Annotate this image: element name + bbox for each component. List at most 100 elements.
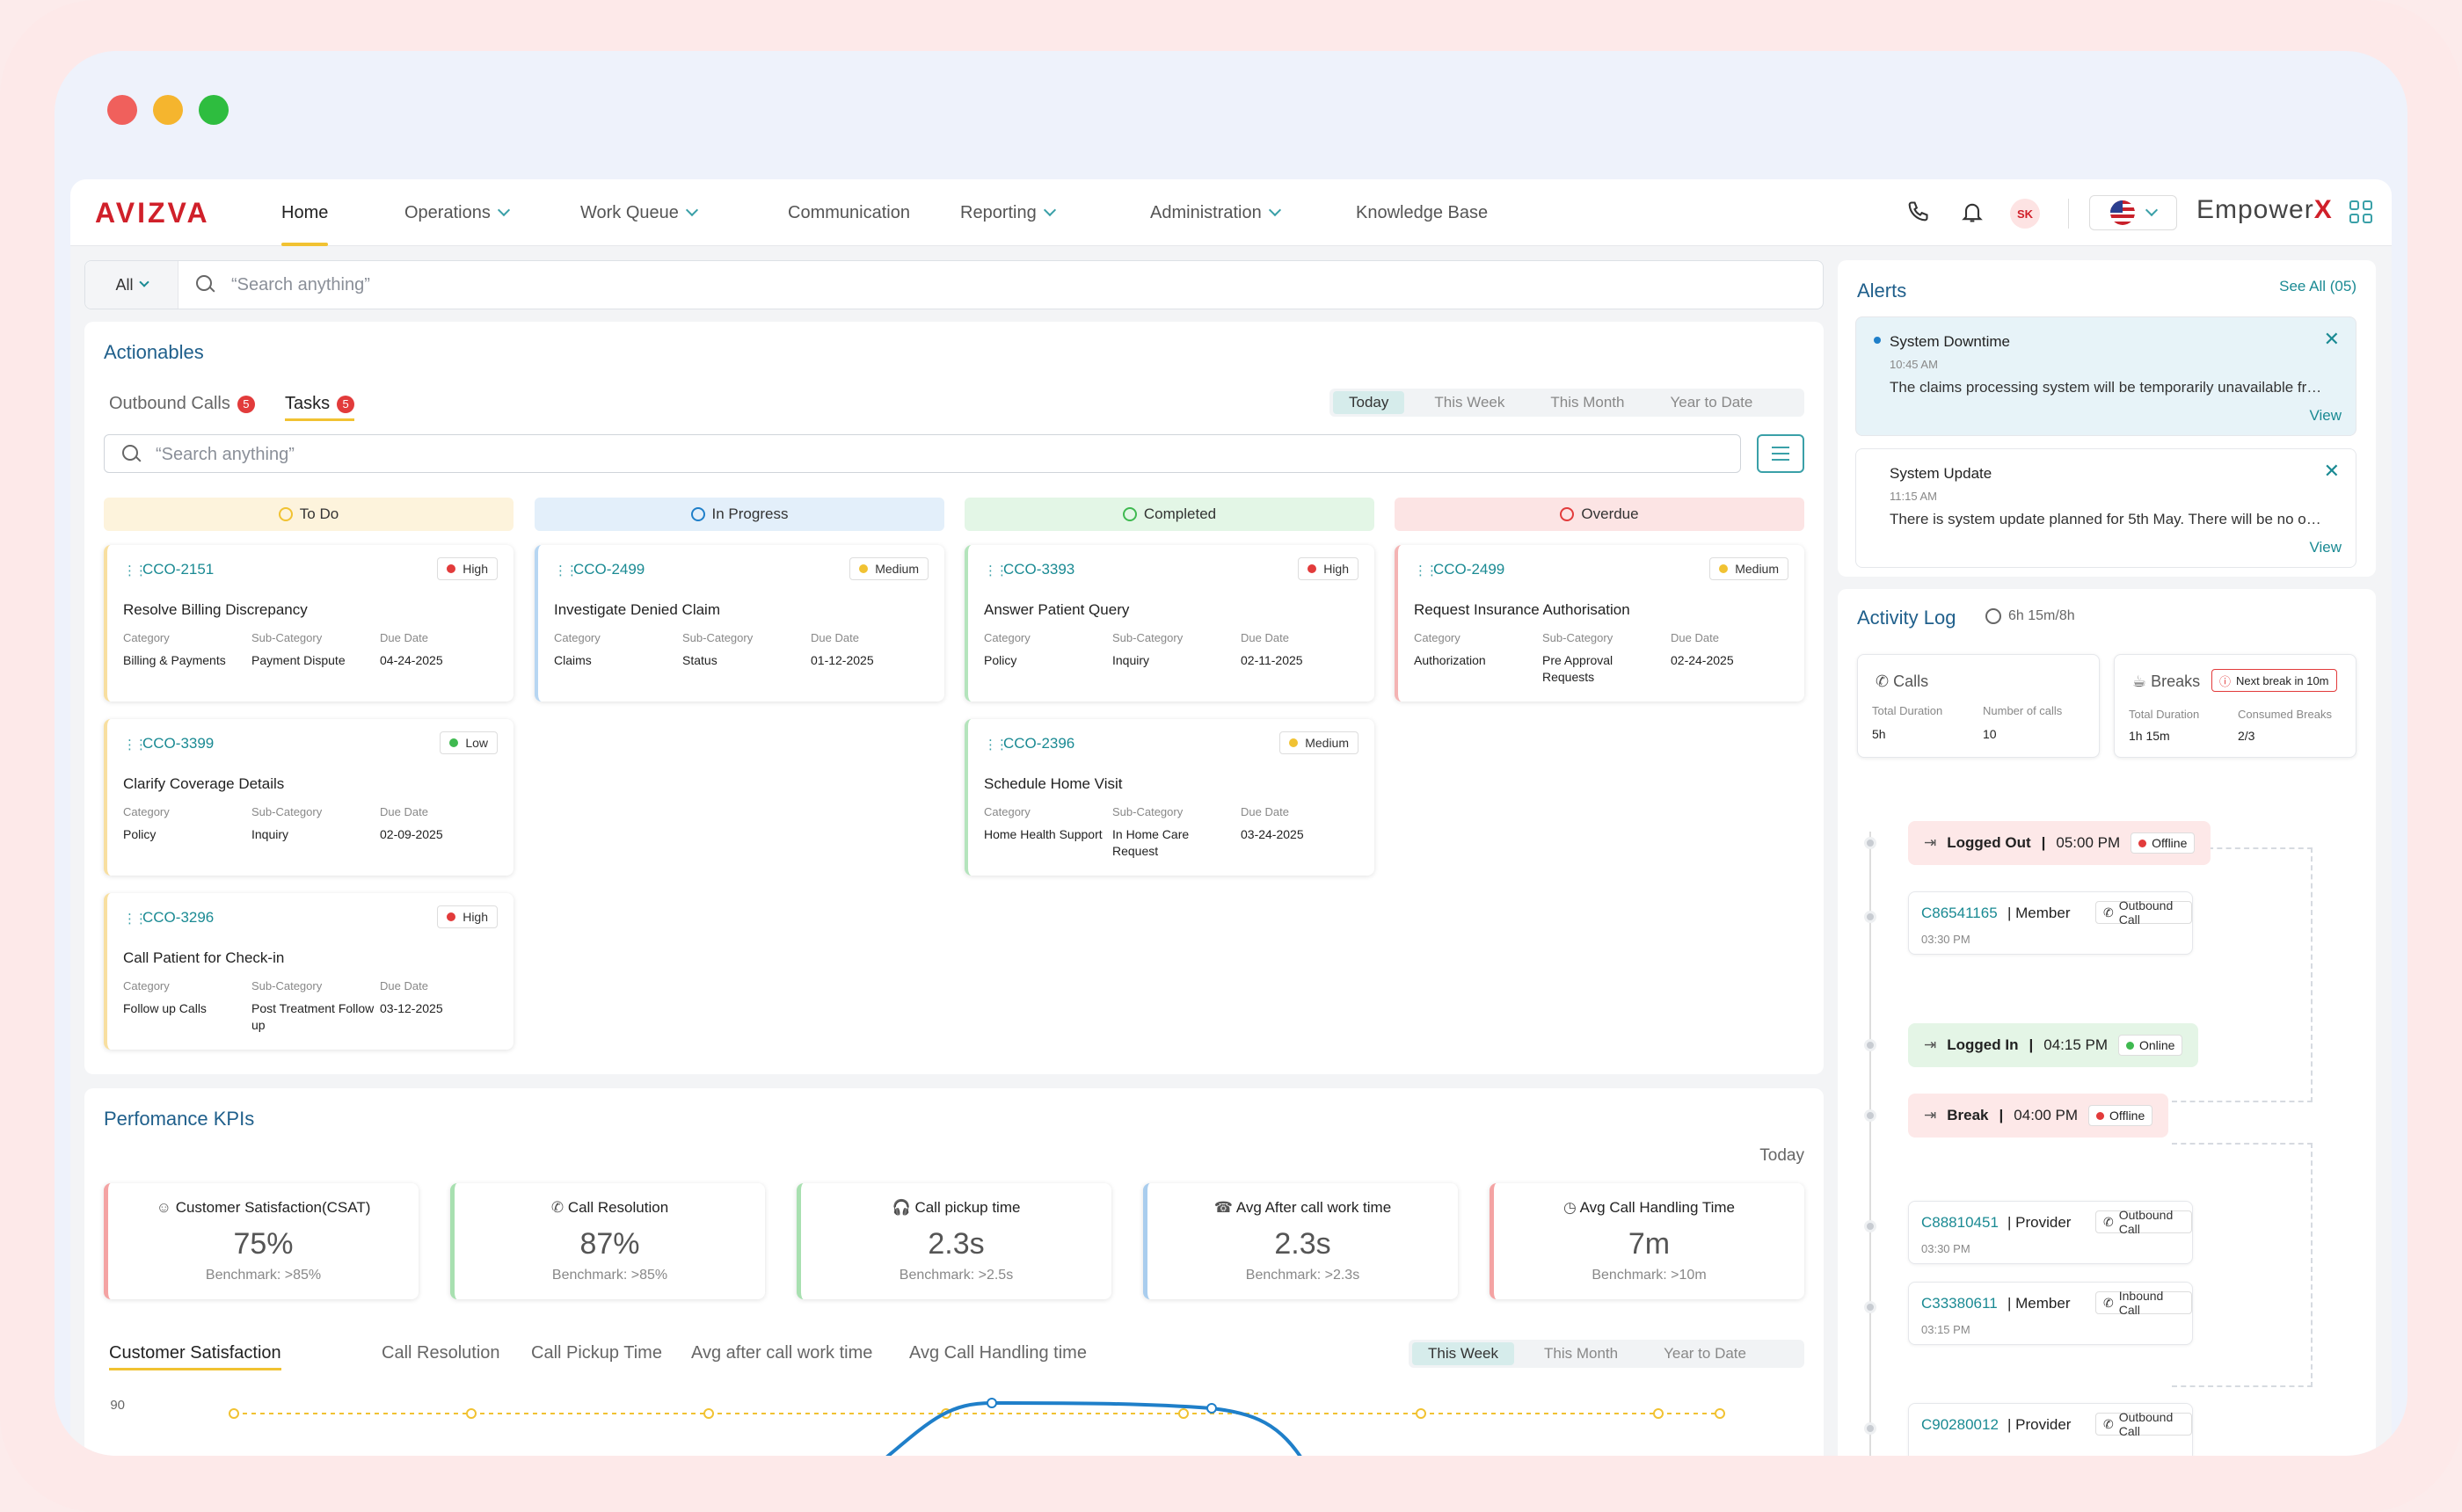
category-label: Category bbox=[123, 805, 170, 818]
kpi-card-customer-satisfaction-csat[interactable]: ☺ Customer Satisfaction(CSAT) 75% Benchm… bbox=[104, 1183, 419, 1299]
category-label: Category bbox=[123, 631, 170, 644]
search-scope-select[interactable]: All bbox=[85, 261, 178, 309]
unread-dot bbox=[1874, 337, 1881, 344]
drag-handle-icon[interactable]: ⋮⋮ bbox=[554, 563, 579, 578]
range-this-month[interactable]: This Month bbox=[1544, 1345, 1619, 1362]
breaks-consumed-label: Consumed Breaks bbox=[2238, 708, 2332, 721]
due-date-label: Due Date bbox=[1671, 631, 1719, 644]
due-date-value: 01-12-2025 bbox=[811, 653, 874, 667]
kpi-card-avg-after-call-work-time[interactable]: ☎ Avg After call work time 2.3s Benchmar… bbox=[1143, 1183, 1458, 1299]
drag-handle-icon[interactable]: ⋮⋮ bbox=[984, 738, 1009, 752]
language-select[interactable] bbox=[2089, 195, 2177, 230]
close-window-button[interactable] bbox=[107, 95, 137, 125]
status-icon bbox=[1560, 507, 1575, 521]
call-id[interactable]: C90280012 bbox=[1921, 1416, 1999, 1433]
task-id[interactable]: CCO-2396 bbox=[1003, 735, 1075, 752]
nav-item-operations[interactable]: Operations bbox=[404, 179, 510, 246]
task-search-input[interactable]: “Search anything” bbox=[104, 434, 1741, 473]
kpi-card-call-pickup-time[interactable]: 🎧 Call pickup time 2.3s Benchmark: >2.5s bbox=[797, 1183, 1111, 1299]
kpi-card-avg-call-handling-time[interactable]: ◷ Avg Call Handling Time 7m Benchmark: >… bbox=[1490, 1183, 1804, 1299]
task-card[interactable]: ⋮⋮ CCO-2396 Medium Schedule Home Visit C… bbox=[965, 719, 1374, 876]
brand-name: Empower bbox=[2196, 195, 2314, 224]
task-id[interactable]: CCO-2499 bbox=[573, 561, 645, 578]
breaks-summary-title: ☕ Breaks bbox=[2132, 672, 2201, 690]
task-card[interactable]: ⋮⋮ CCO-3399 Low Clarify Coverage Details… bbox=[104, 719, 514, 876]
range-this-week[interactable]: This Week bbox=[1412, 1342, 1514, 1365]
call-event[interactable]: C33380611 | Member ✆ Inbound Call 03:15 P… bbox=[1908, 1282, 2193, 1345]
close-icon[interactable]: ✕ bbox=[2323, 460, 2340, 482]
task-id[interactable]: CCO-3399 bbox=[142, 735, 215, 752]
status-label: Offline bbox=[2109, 1109, 2145, 1123]
nav-item-home[interactable]: Home bbox=[281, 179, 329, 246]
tab-tasks[interactable]: Tasks 5 bbox=[285, 394, 355, 421]
hangup-icon: ☎ bbox=[1213, 1199, 1234, 1216]
call-event[interactable]: C88810451 | Provider ✆ Outbound Call 03:3… bbox=[1908, 1201, 2193, 1264]
phone-icon[interactable] bbox=[1901, 195, 1934, 229]
call-id[interactable]: C33380611 bbox=[1921, 1295, 1998, 1312]
alert-view-link[interactable]: View bbox=[2309, 539, 2342, 556]
call-id[interactable]: C86541165 bbox=[1921, 905, 1998, 921]
range-today[interactable]: Today bbox=[1333, 391, 1405, 414]
see-all-alerts-link[interactable]: See All (05) bbox=[2279, 278, 2356, 294]
avizva-logo[interactable]: AVIZVA bbox=[95, 197, 210, 229]
drag-handle-icon[interactable]: ⋮⋮ bbox=[123, 738, 148, 752]
status-event-break: ⇥ Break | 04:00 PM Offline bbox=[1908, 1094, 2169, 1138]
nav-item-knowledge-base[interactable]: Knowledge Base bbox=[1356, 179, 1488, 246]
alert-view-link[interactable]: View bbox=[2309, 407, 2342, 424]
drag-handle-icon[interactable]: ⋮⋮ bbox=[984, 563, 1009, 578]
kpi-tab-call-resolution[interactable]: Call Resolution bbox=[382, 1343, 500, 1363]
category-value: Authorization bbox=[1414, 653, 1486, 667]
drag-handle-icon[interactable]: ⋮⋮ bbox=[123, 912, 148, 927]
task-card[interactable]: ⋮⋮ CCO-3296 High Call Patient for Check-… bbox=[104, 893, 514, 1050]
range-year-to-date[interactable]: Year to Date bbox=[1664, 1345, 1746, 1362]
drag-handle-icon[interactable]: ⋮⋮ bbox=[123, 563, 148, 578]
call-type-label: Outbound Call bbox=[2118, 1410, 2174, 1438]
timeline-dot bbox=[1864, 1301, 1876, 1313]
task-card[interactable]: ⋮⋮ CCO-2499 Medium Investigate Denied Cl… bbox=[535, 545, 944, 701]
avatar[interactable]: SK bbox=[2010, 199, 2040, 229]
nav-item-communication[interactable]: Communication bbox=[788, 179, 910, 246]
kpi-card-call-resolution[interactable]: ✆ Call Resolution 87% Benchmark: >85% bbox=[450, 1183, 765, 1299]
task-id[interactable]: CCO-3393 bbox=[1003, 561, 1075, 578]
range-this-month[interactable]: This Month bbox=[1550, 394, 1625, 411]
task-card[interactable]: ⋮⋮ CCO-2151 High Resolve Billing Discrep… bbox=[104, 545, 514, 701]
task-id[interactable]: CCO-3296 bbox=[142, 909, 215, 926]
filter-button[interactable] bbox=[1757, 434, 1804, 473]
bell-icon[interactable] bbox=[1956, 195, 1989, 229]
event-label: Logged Out bbox=[1947, 834, 2031, 851]
alert-item[interactable]: System Downtime ✕ 10:45 AM The claims pr… bbox=[1855, 316, 2356, 436]
global-search: All “Search anything” bbox=[84, 260, 1824, 309]
kpi-tab-avg-after-call-work-time[interactable]: Avg after call work time bbox=[691, 1343, 872, 1363]
drag-handle-icon[interactable]: ⋮⋮ bbox=[1414, 563, 1439, 578]
task-title: Request Insurance Authorisation bbox=[1414, 601, 1630, 618]
kpi-title: Avg After call work time bbox=[1235, 1199, 1392, 1216]
nav-item-work-queue[interactable]: Work Queue bbox=[580, 179, 698, 246]
range-this-week[interactable]: This Week bbox=[1434, 394, 1505, 411]
benchmark-point bbox=[703, 1408, 714, 1419]
call-event[interactable]: C86541165 | Member ✆ Outbound Call 03:30 … bbox=[1908, 891, 2193, 955]
range-year-to-date[interactable]: Year to Date bbox=[1670, 394, 1753, 411]
search-input[interactable]: “Search anything” bbox=[231, 275, 370, 294]
nav-item-administration[interactable]: Administration bbox=[1150, 179, 1281, 246]
timeline-dot bbox=[1864, 1109, 1876, 1122]
task-id[interactable]: CCO-2151 bbox=[142, 561, 215, 578]
alert-item[interactable]: System Update ✕ 11:15 AM There is system… bbox=[1855, 448, 2356, 568]
kpi-tab-call-pickup-time[interactable]: Call Pickup Time bbox=[531, 1343, 662, 1363]
tab-outbound-calls[interactable]: Outbound Calls 5 bbox=[109, 394, 255, 414]
call-id[interactable]: C88810451 bbox=[1921, 1214, 1999, 1231]
nav-item-reporting[interactable]: Reporting bbox=[960, 179, 1056, 246]
kpi-tab-avg-call-handling-time[interactable]: Avg Call Handling time bbox=[909, 1343, 1087, 1363]
timeline-dot bbox=[1864, 1422, 1876, 1435]
benchmark-point bbox=[466, 1408, 477, 1419]
search-scope-label: All bbox=[115, 275, 134, 294]
maximize-window-button[interactable] bbox=[199, 95, 229, 125]
minimize-window-button[interactable] bbox=[153, 95, 183, 125]
close-icon[interactable]: ✕ bbox=[2323, 328, 2340, 350]
task-card[interactable]: ⋮⋮ CCO-3393 High Answer Patient Query Ca… bbox=[965, 545, 1374, 701]
app-grid-icon[interactable] bbox=[2349, 200, 2372, 223]
kpi-tab-customer-satisfaction[interactable]: Customer Satisfaction bbox=[109, 1343, 281, 1370]
app: AVIZVA Home Operations Work Queue Communica… bbox=[70, 179, 2392, 1456]
task-card[interactable]: ⋮⋮ CCO-2499 Medium Request Insurance Aut… bbox=[1395, 545, 1804, 701]
call-event[interactable]: C90280012 | Provider ✆ Outbound Call bbox=[1908, 1403, 2193, 1456]
task-id[interactable]: CCO-2499 bbox=[1433, 561, 1505, 578]
